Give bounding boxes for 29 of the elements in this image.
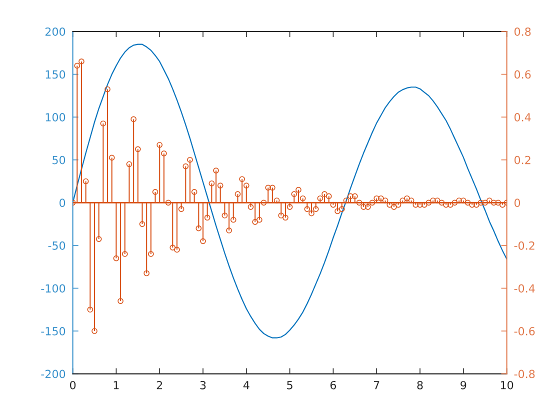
y-tick-label: -150 <box>41 326 66 336</box>
x-tick-label: 10 <box>500 380 514 390</box>
y2-tick-label: -0.6 <box>514 326 535 336</box>
y-tick-label: 0 <box>60 198 66 208</box>
x-tick-label: 7 <box>374 381 380 390</box>
y2-tick-label: -0.4 <box>514 284 535 293</box>
x-tick-label: 0 <box>70 380 76 390</box>
x-tick-label: 3 <box>200 380 206 390</box>
y2-tick-label: -0.8 <box>514 370 535 378</box>
y2-tick-label: 0.8 <box>514 27 531 36</box>
y2-tick-label: 0 <box>514 198 520 208</box>
y-tick-label: -100 <box>41 284 66 293</box>
y-tick-label: 50 <box>52 156 66 164</box>
x-tick-label: 8 <box>417 380 423 390</box>
y-tick-label: 150 <box>46 70 66 79</box>
x-tick-label: 2 <box>156 380 162 390</box>
y2-tick-label: 0.6 <box>514 70 531 79</box>
x-tick-label: 4 <box>243 381 250 390</box>
y2-tick-label: 0.4 <box>514 113 531 122</box>
y-tick-label: -50 <box>48 241 66 250</box>
x-tick-label: 6 <box>330 380 336 390</box>
y2-tick-label: -0.2 <box>514 241 534 250</box>
x-tick-label: 1 <box>114 381 119 390</box>
x-tick-label: 9 <box>460 380 466 390</box>
y-tick-label: 100 <box>46 113 66 122</box>
y-tick-label: -200 <box>41 370 66 378</box>
y2-tick-label: 0.2 <box>514 156 530 164</box>
y-tick-label: 200 <box>45 27 66 36</box>
x-tick-label: 5 <box>287 381 292 390</box>
